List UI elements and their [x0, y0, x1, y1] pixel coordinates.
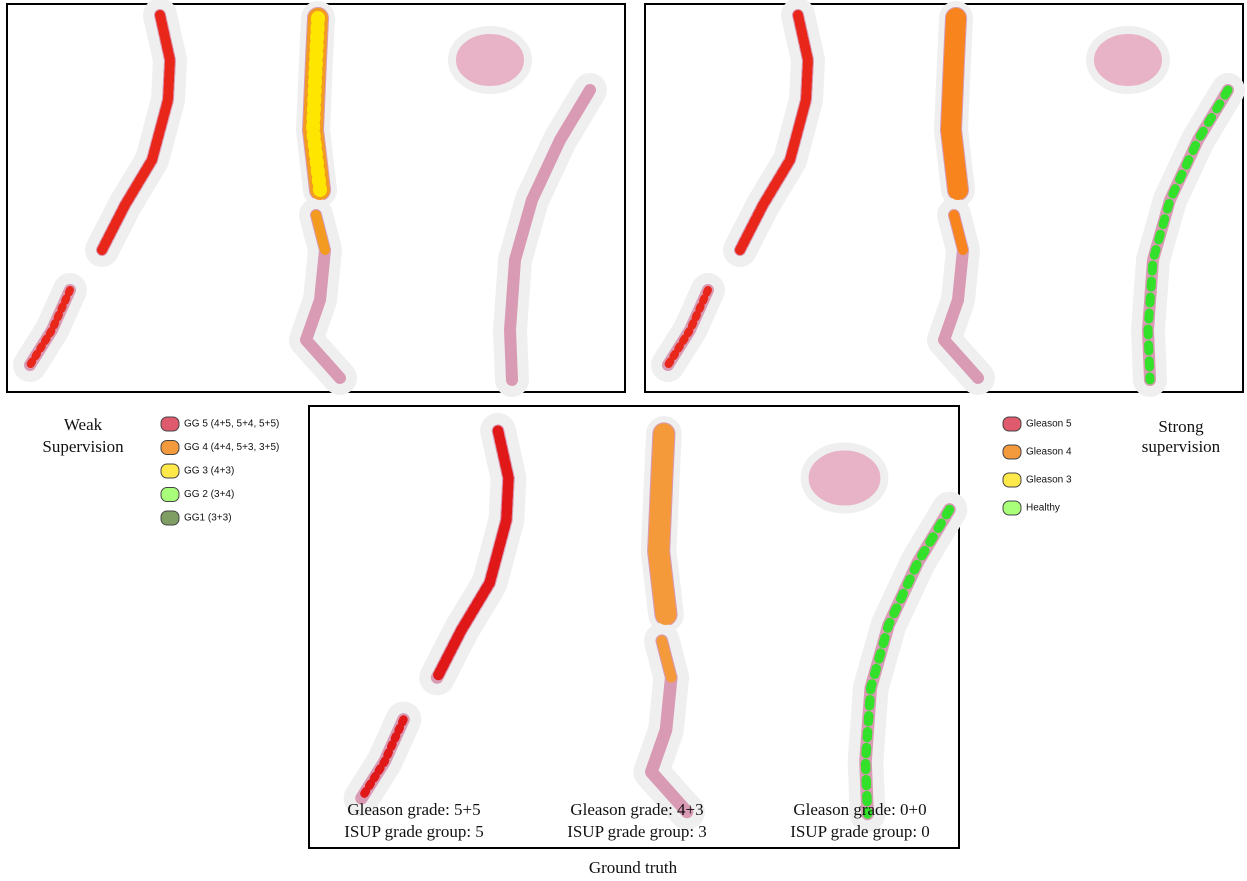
legend-label: Gleason 4 [1026, 447, 1072, 458]
isup-grade: ISUP grade group: 0 [790, 822, 930, 841]
gleason-grade: Gleason grade: 4+3 [570, 800, 703, 819]
legend-swatch [161, 441, 179, 455]
tissue-strip [313, 18, 320, 190]
legend-swatch [161, 488, 179, 502]
legend-label: Gleason 3 [1026, 475, 1072, 486]
legend-label: Healthy [1026, 503, 1060, 514]
isup-grade: ISUP grade group: 3 [567, 822, 707, 841]
tissue-blob [452, 30, 528, 90]
captions: Gleason grade: 5+5 ISUP grade group: 5 Gle… [344, 800, 930, 841]
legend-swatch [1003, 473, 1021, 487]
ground-truth-title: Ground truth [589, 858, 678, 877]
strong-label: supervision [1142, 437, 1221, 456]
tissue-images [30, 15, 1228, 814]
legend-label: Gleason 5 [1026, 419, 1072, 430]
legend-label: GG 3 (4+3) [184, 466, 234, 477]
legend-label: GG 2 (3+4) [184, 489, 234, 500]
legend-swatch [161, 417, 179, 431]
legend-swatch [1003, 417, 1021, 431]
legend-swatch [161, 464, 179, 478]
gleason-grade: Gleason grade: 0+0 [793, 800, 926, 819]
weak-label: Weak [64, 415, 103, 434]
gleason-grade: Gleason grade: 5+5 [347, 800, 480, 819]
tissue-blob [805, 447, 885, 510]
isup-grade: ISUP grade group: 5 [344, 822, 484, 841]
legend-label: GG 4 (4+4, 5+3, 3+5) [184, 442, 279, 453]
legend-swatch [161, 511, 179, 525]
legend-label: GG 5 (4+5, 5+4, 5+5) [184, 419, 279, 430]
weak-label: Supervision [42, 437, 124, 456]
tissue-blob [1090, 30, 1166, 90]
tissue-strip [659, 434, 666, 615]
figure: Weak Supervision Strong supervision Grou… [0, 0, 1247, 881]
legend-swatch [1003, 445, 1021, 459]
legend-swatch [1003, 501, 1021, 515]
strong-label: Strong [1158, 417, 1204, 436]
legend-label: GG1 (3+3) [184, 513, 232, 524]
tissue-strip [951, 18, 958, 190]
